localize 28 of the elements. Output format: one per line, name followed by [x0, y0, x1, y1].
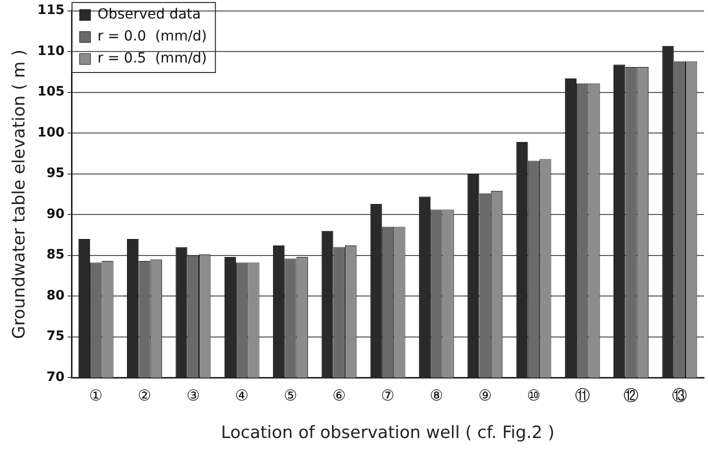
- y-tick-label: 85: [46, 248, 65, 263]
- y-tick-label: 70: [46, 370, 65, 385]
- x-tick-label: ⑥: [332, 386, 346, 404]
- x-tick-label: ⑧: [430, 386, 444, 404]
- y-tick-label: 75: [46, 329, 65, 344]
- y-tick-label: 90: [46, 206, 65, 222]
- legend-label: r = 0.0 (mm/d): [98, 28, 207, 45]
- x-tick-label: ⑦: [381, 386, 394, 404]
- x-tick-label: ①: [89, 386, 103, 404]
- x-tick-label: ④: [235, 386, 249, 404]
- x-axis-title: Location of observation well ( cf. Fig.2 ): [221, 423, 555, 444]
- y-tick-label: 100: [37, 125, 65, 140]
- y-tick-label: 110: [37, 44, 65, 59]
- y-tick-label: 95: [46, 166, 65, 182]
- y-tick-label: 115: [37, 3, 65, 18]
- y-tick-label: 105: [37, 84, 65, 100]
- x-tick-label: ⑤: [284, 386, 298, 404]
- legend-label: r = 0.5 (mm/d): [98, 50, 207, 67]
- x-tick-label: ⑫: [624, 386, 639, 404]
- y-tick-label: 80: [46, 288, 65, 304]
- legend-label: Observed data: [98, 6, 201, 23]
- x-tick-label: ⑬: [672, 386, 688, 404]
- x-tick-label: ②: [138, 386, 152, 404]
- x-tick-label: ⑪: [574, 386, 590, 404]
- x-tick-label: ⑨: [478, 386, 492, 404]
- x-tick-label: ③: [186, 386, 200, 404]
- x-tick-label: ⑩: [526, 386, 540, 404]
- y-axis-title: Groundwater table elevation ( m ): [10, 49, 30, 339]
